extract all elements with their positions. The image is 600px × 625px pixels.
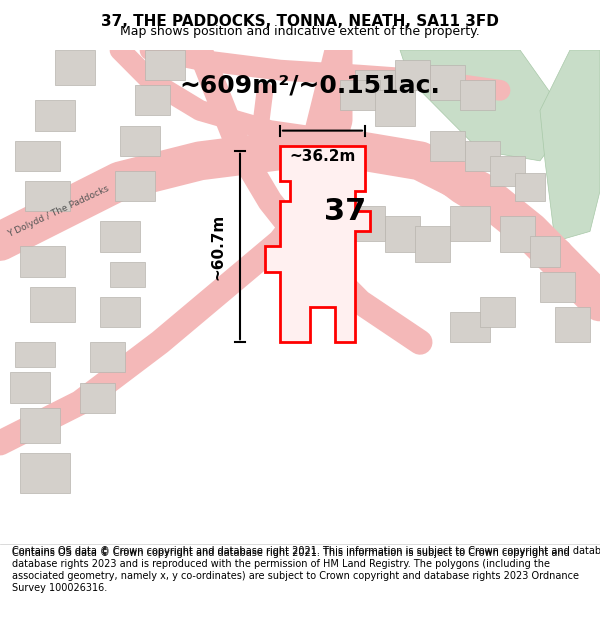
Polygon shape	[120, 126, 160, 156]
Polygon shape	[450, 312, 490, 342]
Polygon shape	[265, 146, 370, 342]
Polygon shape	[490, 156, 525, 186]
Polygon shape	[450, 206, 490, 241]
Polygon shape	[20, 453, 70, 493]
Polygon shape	[555, 307, 590, 342]
Text: ~36.2m: ~36.2m	[289, 149, 356, 164]
Polygon shape	[430, 131, 465, 161]
Polygon shape	[90, 342, 125, 372]
Text: ~60.7m: ~60.7m	[210, 213, 225, 279]
Polygon shape	[430, 65, 465, 101]
Polygon shape	[80, 382, 115, 412]
Text: Contains OS data © Crown copyright and database right 2021. This information is : Contains OS data © Crown copyright and d…	[12, 546, 600, 556]
Polygon shape	[385, 216, 420, 251]
Polygon shape	[15, 141, 60, 171]
Polygon shape	[340, 80, 380, 111]
Polygon shape	[20, 246, 65, 277]
Text: Map shows position and indicative extent of the property.: Map shows position and indicative extent…	[120, 24, 480, 38]
Text: Y Dolydd / The Paddocks: Y Dolydd / The Paddocks	[6, 184, 110, 239]
Text: Contains OS data © Crown copyright and database right 2021. This information is : Contains OS data © Crown copyright and d…	[12, 548, 579, 592]
Polygon shape	[100, 221, 140, 251]
Polygon shape	[400, 50, 570, 161]
Polygon shape	[20, 408, 60, 443]
Polygon shape	[540, 50, 600, 241]
Polygon shape	[515, 173, 545, 201]
Polygon shape	[30, 287, 75, 322]
Polygon shape	[500, 216, 535, 251]
Text: 37: 37	[324, 197, 366, 226]
Polygon shape	[355, 70, 395, 101]
Polygon shape	[25, 181, 70, 211]
Text: ~609m²/~0.151ac.: ~609m²/~0.151ac.	[179, 73, 440, 98]
Polygon shape	[15, 342, 55, 367]
Polygon shape	[145, 50, 185, 80]
Polygon shape	[100, 297, 140, 327]
Polygon shape	[35, 101, 75, 131]
Polygon shape	[110, 262, 145, 287]
Text: 37, THE PADDOCKS, TONNA, NEATH, SA11 3FD: 37, THE PADDOCKS, TONNA, NEATH, SA11 3FD	[101, 14, 499, 29]
Polygon shape	[55, 50, 95, 85]
Polygon shape	[375, 90, 415, 126]
Polygon shape	[350, 206, 385, 241]
Polygon shape	[10, 372, 50, 402]
Polygon shape	[415, 226, 450, 262]
Polygon shape	[480, 297, 515, 327]
Polygon shape	[530, 236, 560, 267]
Polygon shape	[135, 85, 170, 116]
Polygon shape	[460, 80, 495, 111]
Polygon shape	[395, 60, 430, 90]
Polygon shape	[465, 141, 500, 171]
Polygon shape	[115, 171, 155, 201]
Polygon shape	[540, 272, 575, 302]
